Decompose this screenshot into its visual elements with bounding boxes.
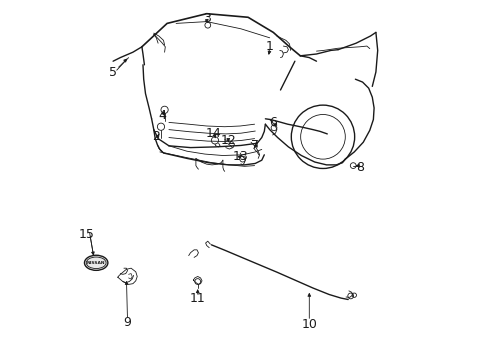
Text: 7: 7 — [251, 139, 259, 152]
Text: 12: 12 — [220, 134, 236, 147]
Text: 11: 11 — [189, 292, 205, 305]
Ellipse shape — [84, 255, 108, 270]
Text: 15: 15 — [79, 228, 95, 240]
Text: NISSAN: NISSAN — [87, 261, 105, 265]
Text: 3: 3 — [203, 12, 210, 24]
Text: 4: 4 — [158, 109, 166, 122]
Text: 13: 13 — [233, 150, 248, 163]
Text: 10: 10 — [301, 318, 317, 330]
Text: 5: 5 — [109, 66, 117, 78]
Text: 6: 6 — [269, 116, 277, 129]
Text: 8: 8 — [355, 161, 363, 174]
Text: 14: 14 — [205, 127, 222, 140]
Text: 2: 2 — [152, 130, 160, 143]
Text: 1: 1 — [265, 40, 273, 53]
Text: 9: 9 — [123, 316, 131, 329]
